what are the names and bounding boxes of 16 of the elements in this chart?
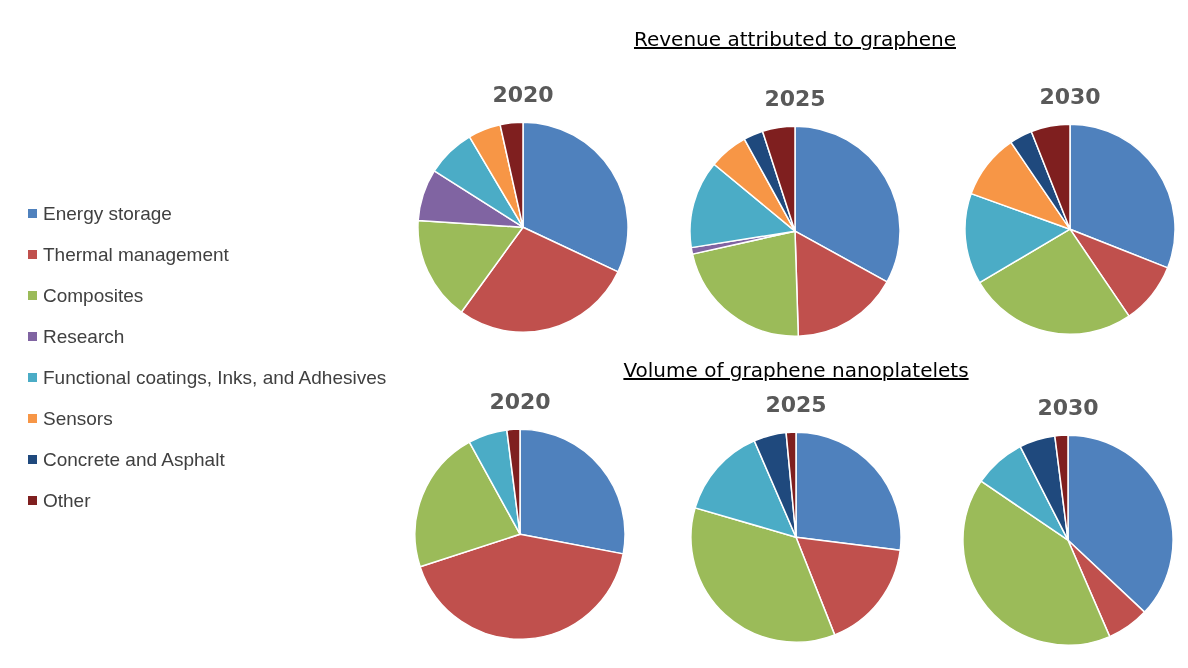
chart-title: 2030 [1037,394,1099,420]
legend-label: Concrete and Asphalt [43,448,225,471]
legend-label: Energy storage [43,202,172,225]
legend-label: Thermal management [43,243,229,266]
text: Revenue attributed to graphene [633,27,957,51]
chart-title: 2025 [765,391,827,417]
text: Volume of graphene nanoplatelets [622,358,970,382]
chart-title: 2030 [1039,83,1101,109]
chart-title: 2020 [492,81,554,107]
legend-label: Research [43,325,125,348]
legend-label: Composites [43,284,144,307]
chart-title: 2020 [489,388,551,414]
legend-label: Sensors [43,407,113,430]
chart-title: 2025 [764,85,826,111]
legend-label: Functional coatings, Inks, and Adhesives [43,366,387,389]
legend-label: Other [43,489,91,512]
